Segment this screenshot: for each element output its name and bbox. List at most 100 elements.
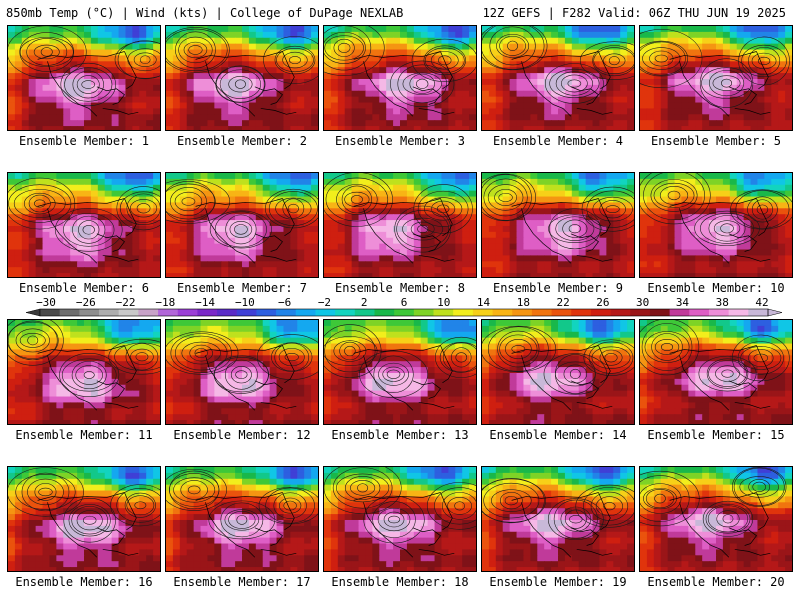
colorbar-segment [295,309,316,316]
temperature-map [482,467,634,571]
coastlines [511,51,613,117]
temperature-shading [324,320,476,424]
colorbar-segment [492,309,513,316]
ensemble-member-label: Ensemble Member: 19 [489,575,627,589]
ensemble-map-panel [7,25,161,131]
ensemble-member-label: Ensemble Member: 7 [176,281,308,295]
colorbar-segment [118,309,139,316]
temperature-shading [8,320,160,424]
colorbar-tick-label: 30 [636,296,649,309]
ensemble-member-label: Ensemble Member: 9 [492,281,624,295]
ensemble-member-label: Ensemble Member: 12 [173,428,311,442]
height-contours [482,478,634,541]
colorbar-tick-label: −10 [235,296,255,309]
temperature-map [482,320,634,424]
temperature-map [8,467,160,571]
ensemble-map-panel [7,319,161,425]
coastlines [353,198,455,264]
colorbar-segment [649,309,671,316]
coastlines [511,492,613,558]
ensemble-map-panel [7,466,161,572]
colorbar-segment [453,309,474,316]
height-contours [640,467,787,537]
coastlines [669,345,771,411]
colorbar-outline [39,308,769,317]
colorbar-tick-label: −14 [195,296,215,309]
coastlines [353,345,455,411]
colorbar-segment [610,309,631,316]
colorbar-tick-label: 10 [437,296,450,309]
colorbar-segment [217,309,238,316]
ensemble-map-panel [481,319,635,425]
ensemble-map-panel [323,319,477,425]
height-contours [324,26,476,107]
temperature-shading [482,467,634,571]
temperature-colorbar: −30 −26 −22 −18 −14 −10 −6 −2 2 6 10 14 18 22 26 30 34 38… [0,296,800,320]
coastlines [669,198,771,264]
ensemble-map-panel [639,319,793,425]
temperature-map [8,320,160,424]
colorbar-segment [728,309,749,316]
temperature-map [640,173,792,277]
height-contours [640,29,790,108]
temperature-map [166,26,318,130]
colorbar-segment [177,309,198,316]
coastlines [37,492,139,558]
coastlines [511,345,613,411]
temperature-shading [166,26,318,130]
colorbar-tick-label: −22 [116,296,136,309]
ensemble-member-label: Ensemble Member: 1 [18,134,150,148]
temperature-map [640,320,792,424]
colorbar-tick-label: 26 [596,296,609,309]
temperature-shading [8,26,160,130]
temperature-map [482,173,634,277]
coastlines [195,345,297,411]
temperature-shading [324,26,476,130]
ensemble-member-label: Ensemble Member: 6 [18,281,150,295]
ensemble-map-panel [639,466,793,572]
temperature-map [8,26,160,130]
height-contours [166,27,318,103]
ensemble-member-label: Ensemble Member: 10 [647,281,785,295]
temperature-map [166,173,318,277]
ensemble-map-panel [481,25,635,131]
temperature-shading [166,320,318,424]
colorbar-segment [531,309,552,316]
ensemble-map-panel [165,172,319,278]
height-contours [166,331,318,394]
temperature-shading [324,173,476,277]
temperature-shading [166,173,318,277]
ensemble-map-panel [165,25,319,131]
colorbar-tick-label: −18 [155,296,175,309]
temperature-map [8,173,160,277]
ensemble-member-label: Ensemble Member: 8 [334,281,466,295]
ensemble-map-panel [481,172,635,278]
temperature-shading [640,320,792,424]
ensemble-map-panel [481,466,635,572]
ensemble-member-label: Ensemble Member: 11 [15,428,153,442]
ensemble-member-label: Ensemble Member: 17 [173,575,311,589]
ensemble-member-label: Ensemble Member: 16 [15,575,153,589]
ensemble-map-panel [323,25,477,131]
colorbar-segment [99,309,120,316]
colorbar-graphic: −30 −26 −22 −18 −14 −10 −6 −2 2 6 10 14 18 22 26 30 34 38… [25,296,783,317]
ensemble-member-label: Ensemble Member: 5 [650,134,782,148]
colorbar-right-arrow [767,308,783,317]
colorbar-segment [669,309,690,316]
height-contours [640,173,792,246]
colorbar-tick-label: 38 [716,296,729,309]
colorbar-tick-label: 14 [477,296,491,309]
coastlines [669,51,771,117]
ensemble-map-panel [639,25,793,131]
colorbar-left-arrow [25,308,41,317]
colorbar-segment [413,309,434,316]
colorbar-tick-label: 2 [361,296,368,309]
model-valid-time: 12Z GEFS | F282 Valid: 06Z THU JUN 19 20… [482,6,786,20]
temperature-shading [640,173,792,277]
ensemble-map-panel [7,172,161,278]
colorbar-segment [59,309,80,316]
coastlines [511,198,613,264]
colorbar-segment [551,309,572,316]
colorbar-segment [335,309,356,316]
